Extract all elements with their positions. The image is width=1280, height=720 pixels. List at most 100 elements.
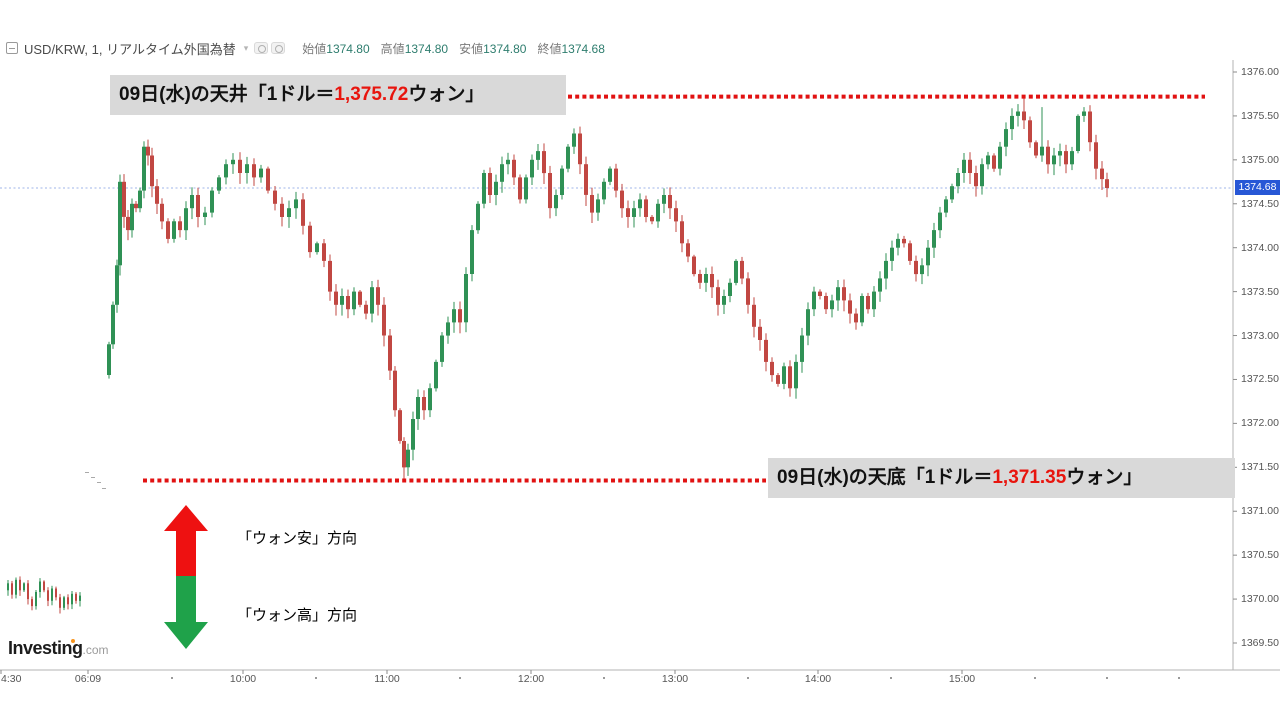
ohlc-pair: 安値1374.80 — [459, 41, 527, 56]
candle — [55, 588, 57, 598]
candle — [59, 597, 61, 608]
candle — [1016, 111, 1020, 116]
candle — [1058, 151, 1062, 156]
candle — [47, 590, 49, 601]
callout-day-low: 09日(水)の天底「1ドル＝1,371.35ウォン」 — [768, 458, 1235, 498]
candle — [500, 164, 504, 182]
candle — [530, 159, 534, 178]
candle — [346, 296, 350, 310]
x-minor-tick — [1034, 677, 1036, 679]
logo-orange-dot-icon — [71, 639, 75, 643]
candle — [476, 203, 480, 231]
candle — [287, 208, 291, 217]
candle — [986, 155, 990, 165]
stray-mark — [102, 488, 106, 489]
candle — [836, 287, 840, 301]
x-axis-label: 06:09 — [74, 673, 102, 685]
candle — [746, 278, 750, 305]
x-axis-label: 14:00 — [804, 673, 832, 685]
candle — [416, 397, 420, 419]
collapse-icon[interactable] — [6, 42, 18, 54]
candle — [458, 309, 462, 323]
candle — [1041, 107, 1043, 162]
candle — [107, 344, 111, 375]
candle — [393, 370, 397, 411]
candle — [358, 291, 362, 305]
candle — [662, 195, 666, 204]
candle — [382, 304, 386, 336]
x-minor-tick — [603, 677, 605, 679]
candle — [542, 151, 546, 174]
candle — [245, 164, 249, 173]
x-minor-tick — [747, 677, 749, 679]
indicator-icon[interactable] — [254, 42, 269, 54]
chevron-down-icon[interactable]: ▾ — [243, 42, 249, 53]
candle — [1088, 111, 1092, 143]
stray-mark — [97, 482, 101, 483]
candle — [428, 388, 432, 411]
candle — [203, 212, 207, 217]
candle — [872, 291, 876, 310]
candle — [464, 274, 468, 323]
candle — [178, 221, 182, 231]
candle — [1082, 111, 1086, 116]
won-strong-arrow-down-icon — [164, 576, 208, 649]
candle — [536, 151, 540, 160]
candle — [1100, 168, 1104, 180]
candle — [79, 595, 81, 601]
candle — [111, 304, 115, 345]
candle — [974, 173, 978, 187]
candle — [554, 195, 558, 209]
x-minor-tick — [459, 677, 461, 679]
candle — [470, 230, 474, 274]
y-axis-label: 1370.00 — [1241, 593, 1279, 606]
candle — [315, 243, 319, 253]
candle — [224, 164, 228, 178]
y-axis-label: 1373.50 — [1241, 285, 1279, 298]
snapshot-icon[interactable] — [271, 42, 286, 54]
candle — [584, 164, 588, 195]
candle — [920, 265, 924, 275]
x-minor-tick — [171, 677, 173, 679]
symbol-title[interactable]: USD/KRW, 1, リアルタイム外国為替 — [24, 41, 236, 57]
candle — [950, 186, 954, 200]
candle — [1064, 151, 1068, 165]
candle — [566, 146, 570, 169]
candle — [1076, 115, 1080, 151]
won-weak-direction-label: 「ウォン安」方向 — [237, 530, 358, 547]
candle — [704, 274, 708, 283]
candle — [27, 583, 29, 600]
candle — [370, 287, 374, 314]
ohlc-values: 始値1374.80 高値1374.80 安値1374.80 終値1374.68 — [302, 40, 616, 57]
candle — [926, 247, 930, 266]
candle — [376, 287, 380, 305]
candle — [698, 274, 702, 283]
candle — [932, 230, 936, 248]
candle — [902, 238, 906, 244]
candle — [166, 221, 170, 239]
candle — [1094, 142, 1098, 169]
candle — [43, 581, 45, 591]
candle — [1034, 142, 1038, 156]
candle — [150, 155, 154, 187]
candle — [1004, 129, 1008, 147]
callout-top-suffix: ウォン」 — [408, 84, 485, 105]
candle — [11, 583, 13, 595]
y-axis-label: 1374.00 — [1241, 241, 1279, 254]
callout-day-high: 09日(水)の天井「1ドル＝1,375.72ウォン」 — [110, 75, 566, 115]
candle — [596, 199, 600, 213]
ohlc-pair: 終値1374.68 — [537, 41, 605, 56]
candle — [842, 287, 846, 301]
candle — [1052, 155, 1056, 165]
candle — [776, 375, 780, 384]
candle — [434, 361, 438, 389]
candle — [440, 335, 444, 362]
candle — [782, 366, 786, 384]
candle — [770, 361, 774, 376]
candle — [488, 173, 492, 195]
candle — [710, 274, 714, 288]
candle — [63, 597, 65, 608]
candle — [608, 168, 612, 182]
candle — [884, 260, 888, 279]
